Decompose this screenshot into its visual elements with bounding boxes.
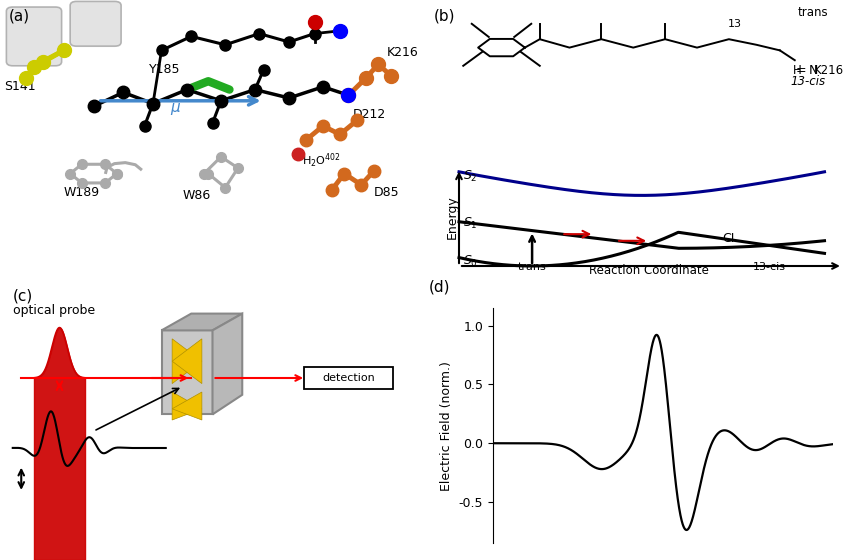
Text: optical probe: optical probe bbox=[13, 304, 95, 317]
Text: 13: 13 bbox=[728, 18, 742, 29]
Text: 13-cis: 13-cis bbox=[790, 76, 825, 88]
Polygon shape bbox=[172, 392, 202, 420]
Text: 13-cis: 13-cis bbox=[753, 262, 786, 272]
Text: (c): (c) bbox=[13, 288, 33, 304]
FancyBboxPatch shape bbox=[7, 7, 61, 66]
Text: D85: D85 bbox=[374, 186, 400, 199]
Text: CI: CI bbox=[722, 232, 734, 245]
Polygon shape bbox=[172, 339, 202, 384]
Y-axis label: Electric Field (norm.): Electric Field (norm.) bbox=[440, 361, 453, 491]
FancyBboxPatch shape bbox=[304, 367, 393, 389]
Text: S141: S141 bbox=[4, 80, 36, 92]
Polygon shape bbox=[172, 339, 202, 384]
Text: $S_2$: $S_2$ bbox=[462, 169, 477, 184]
Text: W189: W189 bbox=[64, 186, 100, 199]
Text: (b): (b) bbox=[434, 8, 455, 24]
Text: D212: D212 bbox=[353, 108, 386, 120]
Text: H$_2$O$^{402}$: H$_2$O$^{402}$ bbox=[302, 152, 340, 170]
Text: W86: W86 bbox=[183, 189, 211, 202]
Polygon shape bbox=[162, 314, 242, 330]
Text: H: H bbox=[792, 64, 802, 77]
Text: (a): (a) bbox=[8, 8, 30, 24]
Text: trans: trans bbox=[518, 262, 547, 272]
Text: μ: μ bbox=[170, 100, 179, 115]
Text: (d): (d) bbox=[429, 280, 450, 295]
Polygon shape bbox=[162, 330, 212, 414]
Polygon shape bbox=[212, 314, 242, 414]
Text: trans: trans bbox=[798, 6, 829, 18]
Text: K216: K216 bbox=[813, 64, 844, 77]
Text: Reaction Coordinate: Reaction Coordinate bbox=[589, 264, 709, 277]
Polygon shape bbox=[172, 392, 202, 420]
Text: K216: K216 bbox=[387, 46, 418, 59]
Text: $S_0$: $S_0$ bbox=[462, 254, 478, 269]
Text: Energy: Energy bbox=[446, 195, 459, 239]
FancyBboxPatch shape bbox=[70, 2, 121, 46]
Text: detection: detection bbox=[322, 373, 375, 383]
Text: $S_1$: $S_1$ bbox=[462, 216, 478, 231]
Text: $=$N: $=$N bbox=[792, 64, 818, 77]
Text: Y185: Y185 bbox=[149, 63, 180, 76]
